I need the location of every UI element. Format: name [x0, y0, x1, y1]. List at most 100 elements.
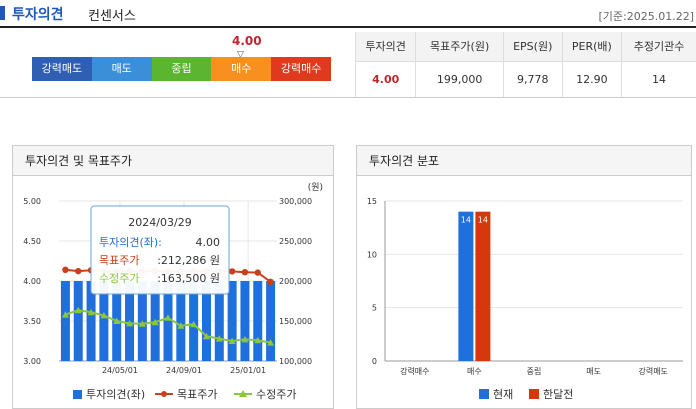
target-price-point	[228, 268, 236, 275]
opinion-bar	[227, 281, 237, 361]
opinion-bar	[201, 281, 211, 361]
adjusted-price-point	[164, 314, 172, 321]
reference-date: [기준:2025.01.22]	[598, 10, 694, 23]
opinion-bar	[86, 281, 96, 361]
x-tick-label: 24/09/01	[166, 366, 202, 375]
opinion-bar	[253, 281, 263, 361]
scale-buy: 매수	[211, 57, 272, 81]
distribution-bar	[458, 211, 474, 361]
category-label: 중립	[527, 367, 542, 376]
tooltip-row-value: :212,286 원	[157, 254, 220, 267]
opinion-bar	[240, 281, 250, 361]
adjusted-price-point	[228, 337, 236, 344]
legend-swatch	[479, 389, 489, 399]
adjusted-price-point	[215, 335, 223, 342]
consensus-summary: 4.00 ▽ 강력매도 매도 중립 매수 강력매수 투자의견 목표주가(원) E…	[0, 30, 696, 98]
opinion-marker-icon: ▽	[237, 50, 244, 60]
val-per: 12.90	[561, 61, 622, 97]
target-price-point	[241, 269, 249, 276]
opinion-target-chart: (원) 5.00 4.50 4.00 3.50 3.00 300,000 250,000 200…	[23, 182, 323, 401]
scale-strong-sell: 강력매도	[32, 57, 92, 81]
val-eps: 9,778	[502, 61, 563, 97]
tooltip-box	[90, 205, 230, 295]
header-title: 투자의견	[12, 7, 64, 23]
x-tick-label: 24/05/01	[102, 366, 138, 375]
target-price-point	[75, 267, 82, 275]
y-right-tick: 250,000	[279, 237, 312, 246]
tooltip-date: 2024/03/29	[128, 216, 191, 229]
adjusted-price-point	[138, 320, 146, 327]
y-left-tick: 3.50	[23, 317, 41, 326]
adjusted-price-point	[190, 320, 198, 328]
header-accent-bar	[0, 6, 5, 20]
category-label: 강력매수	[400, 366, 429, 376]
adjusted-price-point	[100, 311, 108, 319]
tooltip-row-value: :163,500 원	[157, 272, 220, 285]
unit-label: (원)	[308, 182, 323, 193]
legend-target-label: 목표주가	[177, 388, 217, 401]
header-subtitle: 컨센서스	[88, 9, 136, 24]
y-left-tick: 4.00	[23, 277, 41, 286]
tooltip-row-value: 4.00	[196, 236, 221, 249]
opinion-target-title: 투자의견 및 목표주가	[13, 146, 333, 176]
y-right-tick: 150,000	[279, 317, 312, 326]
opinion-distribution-panel: 투자의견 분포 15 10 5 0 강력매수 매수 14 14 중립 매도 강력매도 현재 한달전	[356, 145, 692, 409]
y-left-tick: 3.00	[23, 357, 41, 366]
val-target-price: 199,000	[415, 61, 504, 97]
target-price-point	[267, 278, 274, 285]
target-price-point	[254, 269, 261, 276]
adjusted-price-point	[267, 339, 275, 346]
category-label: 매수	[467, 367, 482, 376]
y-right-tick: 300,000	[279, 197, 312, 206]
chart-tooltip: 2024/03/29 투자의견(좌): 4.00 목표주가 :212,286 원수정주가…	[90, 205, 230, 295]
adjusted-price-point	[241, 335, 249, 343]
opinion-bar	[163, 281, 173, 361]
val-institution-count: 14	[621, 61, 696, 97]
opinion-bar	[99, 281, 109, 361]
legend-opinion-label: 투자의견(좌)	[86, 388, 145, 401]
scale-strong-buy: 강력매수	[271, 57, 331, 81]
col-target-price: 목표주가(원)	[415, 32, 504, 62]
target-price-point	[62, 266, 69, 273]
opinion-bar	[176, 281, 186, 361]
tooltip-row-label: 투자의견(좌):	[99, 236, 162, 249]
y-right-tick: 200,000	[279, 277, 312, 286]
adjusted-price-point	[202, 332, 210, 340]
scale-sell: 매도	[91, 57, 152, 81]
col-institution-count: 추정기관수	[621, 32, 696, 62]
val-opinion: 4.00	[354, 61, 416, 97]
bar-value-label: 14	[461, 216, 471, 225]
legend-adjusted-marker	[239, 390, 247, 397]
y-tick: 15	[367, 197, 377, 206]
col-opinion: 투자의견	[354, 32, 416, 62]
legend-opinion-swatch	[73, 390, 82, 399]
consensus-table: 투자의견 목표주가(원) EPS(원) PER(배) 추정기관수 4.00 19…	[354, 32, 696, 97]
opinion-bar	[266, 281, 276, 361]
y-left-tick: 5.00	[23, 197, 41, 206]
col-per: PER(배)	[561, 32, 622, 62]
adjusted-price-point	[61, 311, 69, 318]
adjusted-price-point	[126, 319, 134, 327]
adjusted-price-point	[87, 308, 95, 316]
opinion-score: 4.00	[232, 34, 262, 48]
tooltip-row-label: 목표주가	[99, 254, 139, 267]
opinion-distribution-title: 투자의견 분포	[357, 146, 691, 176]
y-right-tick: 100,000	[279, 357, 312, 366]
bar-value-label: 14	[478, 216, 488, 225]
tooltip-row-label: 수정주가	[99, 272, 139, 285]
col-eps: EPS(원)	[502, 32, 563, 62]
opinion-target-panel: 투자의견 및 목표주가 (원) 5.00 4.50 4.00 3.50 3.00 300,0…	[12, 145, 334, 409]
adjusted-price-point	[151, 318, 159, 326]
adjusted-price-point	[74, 306, 82, 314]
scale-neutral: 중립	[151, 57, 212, 81]
legend-target-marker	[161, 391, 167, 397]
legend-adjusted-label: 수정주가	[256, 388, 296, 401]
distribution-bar	[475, 211, 491, 361]
opinion-scale: 강력매도 매도 중립 매수 강력매수	[32, 57, 331, 81]
y-left-tick: 4.50	[23, 237, 41, 246]
legend-label: 현재	[493, 388, 513, 401]
y-tick: 10	[367, 250, 377, 259]
opinion-bar	[214, 281, 224, 361]
adjusted-price-point	[254, 336, 262, 344]
